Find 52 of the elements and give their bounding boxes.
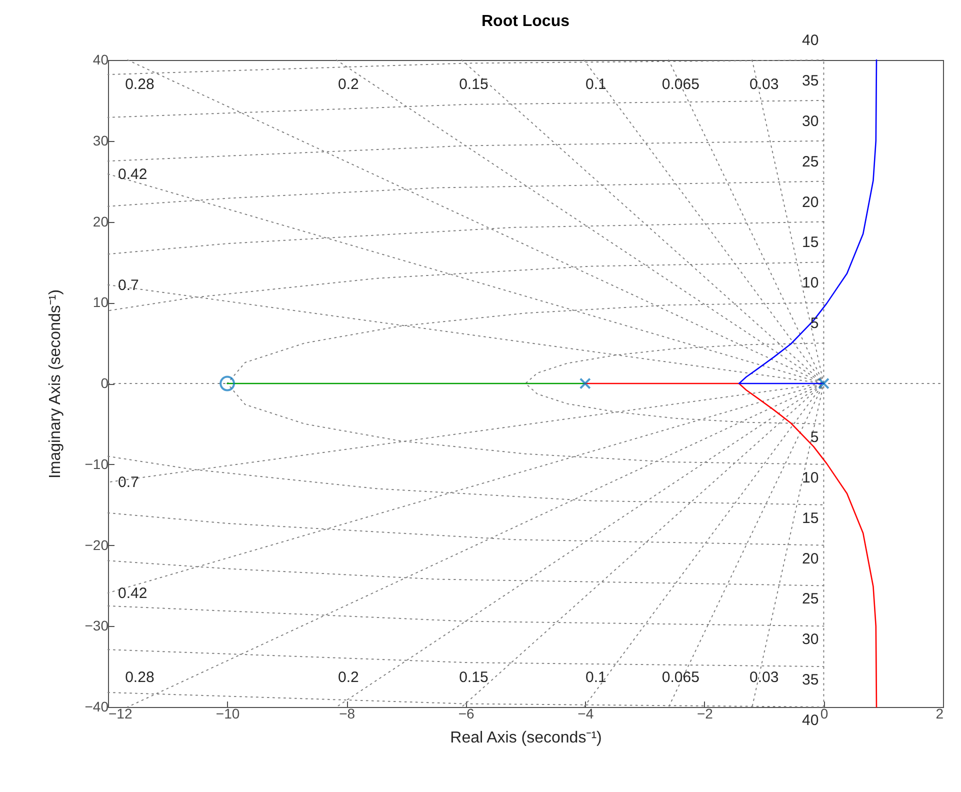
series-label: 0.03: [750, 669, 779, 686]
text: 0.065: [662, 669, 700, 686]
x-tick-label: −12: [108, 706, 132, 722]
x-tick-label: −4: [578, 706, 594, 722]
chart-title: Root Locus: [482, 13, 570, 30]
x-tick-label: −2: [696, 706, 714, 722]
series-label: 0.28: [125, 76, 154, 93]
series-label: 5: [810, 428, 819, 446]
y-tick-label: −30: [84, 618, 109, 634]
series-label: 15: [802, 510, 819, 527]
series-label: 0.42: [118, 166, 148, 184]
series-label: 0.065: [662, 76, 700, 93]
series-label: 40: [802, 712, 819, 729]
text: 0.03: [750, 76, 779, 93]
series-label: 20: [802, 550, 819, 568]
y-tick-label: −40: [84, 698, 109, 714]
series-label: 0.7: [118, 276, 139, 294]
text: 0.42: [118, 584, 148, 602]
x-tick-label: 2: [936, 706, 944, 722]
text: 0.28: [125, 669, 154, 686]
x-tick-label: −8: [339, 706, 356, 722]
series-label: 0.2: [338, 76, 359, 93]
y-tick-label: 0: [100, 375, 109, 391]
x-tick-label: 0: [820, 706, 828, 722]
text: 10: [802, 274, 819, 292]
text: 25: [802, 153, 819, 170]
y-axis-title: Imaginary Axis (seconds⁻¹): [46, 289, 64, 479]
text: 0.1: [586, 76, 606, 93]
y-tick-label: 20: [92, 213, 109, 230]
text: 35: [802, 72, 819, 90]
series-label: 0.15: [459, 76, 488, 93]
x-tick-label: −10: [216, 706, 240, 722]
x-tick-label: −6: [458, 706, 475, 722]
text: 20: [802, 194, 819, 211]
text: 40: [802, 32, 819, 49]
text: 0.2: [338, 669, 359, 686]
y-tick-label: 10: [92, 294, 109, 310]
text: 30: [802, 112, 819, 130]
y-tick-label: −20: [84, 536, 109, 553]
series-label: 30: [802, 631, 819, 648]
x-axis-title: Real Axis (seconds⁻¹): [450, 730, 602, 746]
y-tick-label: 30: [92, 132, 109, 148]
text: 0.7: [118, 474, 139, 492]
text: 0.15: [459, 669, 488, 686]
series-label: 25: [802, 590, 819, 608]
y-tick-label: −10: [84, 456, 109, 472]
text: 5: [810, 315, 819, 332]
y-tick-label: 40: [92, 52, 109, 68]
series-label: 0.1: [586, 669, 606, 686]
text: 15: [802, 234, 819, 252]
series-label: 35: [802, 672, 819, 689]
series-label: 10: [802, 469, 819, 486]
